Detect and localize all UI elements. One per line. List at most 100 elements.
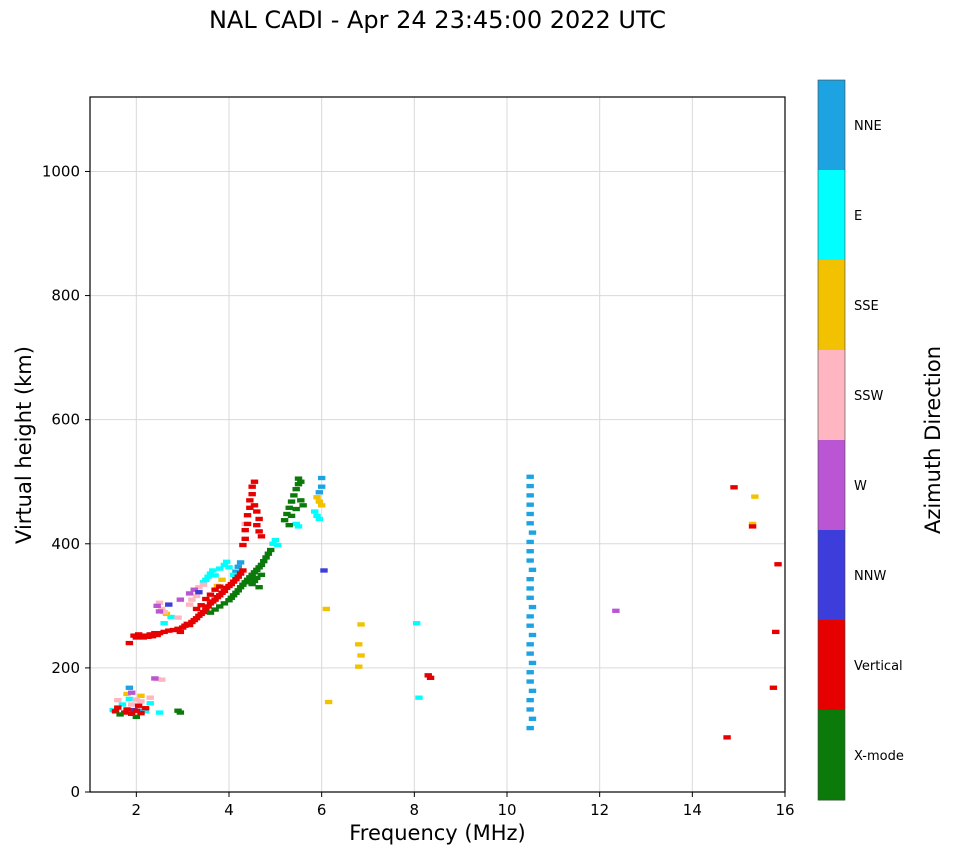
echo-point — [266, 547, 275, 553]
echo-point — [311, 509, 319, 514]
echo-point — [202, 607, 210, 612]
echo-point — [255, 585, 263, 590]
echo-point — [253, 567, 261, 573]
x-tick-label: 14 — [683, 801, 702, 819]
echo-point — [317, 475, 326, 481]
colorbar-segment-nne — [818, 80, 845, 171]
x-tick-label: 2 — [132, 801, 142, 819]
echo-point — [412, 621, 421, 626]
echo-point — [355, 642, 363, 647]
echo-point — [185, 591, 194, 596]
colorbar-segment-x-mode — [818, 710, 845, 801]
echo-point — [748, 521, 757, 527]
echo-point — [313, 495, 321, 500]
echo-point — [206, 610, 215, 615]
colorbar-label: SSW — [854, 389, 884, 404]
y-axis-ticks: 0 200 400 600 800 1000 — [42, 162, 90, 801]
echo-point — [160, 629, 168, 635]
echo-point — [199, 580, 208, 585]
echo-point — [192, 616, 201, 621]
echo-point — [185, 602, 194, 607]
echo-point — [236, 571, 245, 576]
echo-point — [114, 705, 122, 710]
echo-point — [315, 499, 324, 504]
echo-point — [144, 634, 152, 640]
colorbar-frame — [817, 79, 846, 801]
echo-point — [264, 551, 273, 556]
echo-point — [176, 629, 185, 635]
echo-point — [355, 664, 363, 669]
echo-point — [526, 642, 534, 647]
echo-point — [176, 597, 185, 602]
echo-point — [257, 572, 266, 577]
echo-point — [190, 587, 198, 592]
echo-point — [234, 588, 242, 593]
echo-point — [315, 490, 324, 495]
echo-point — [253, 575, 261, 581]
echo-point — [528, 530, 537, 535]
echo-point — [772, 629, 780, 635]
echo-point — [526, 558, 534, 563]
echo-point — [209, 568, 217, 573]
colorbar: NNE E SSE SSW W NNW Vertical X-mode — [817, 79, 904, 801]
echo-point — [250, 503, 259, 508]
echo-point — [132, 714, 141, 720]
echo-point — [526, 697, 534, 703]
echo-point — [236, 560, 245, 565]
echo-point — [188, 597, 196, 602]
echo-point — [528, 632, 537, 638]
echo-point — [218, 577, 226, 582]
echo-point — [127, 702, 136, 707]
echo-point — [280, 518, 289, 523]
echo-point — [192, 593, 201, 599]
echo-point — [239, 582, 247, 587]
echo-point — [151, 676, 159, 681]
echo-point — [246, 575, 254, 580]
echo-point — [248, 491, 256, 497]
echo-point — [526, 651, 534, 656]
echo-point — [299, 503, 307, 508]
plot-frame — [89, 96, 786, 793]
echo-point — [273, 542, 282, 548]
colorbar-segment-ssw — [818, 350, 845, 441]
echo-point — [526, 595, 534, 600]
x-tick-label: 8 — [410, 801, 420, 819]
echo-point — [241, 536, 249, 541]
echo-point — [253, 522, 261, 528]
colorbar-segment-nnw — [818, 530, 845, 621]
echo-point — [285, 522, 293, 528]
echo-point — [232, 590, 240, 595]
echo-point — [257, 562, 266, 568]
echo-point — [241, 527, 249, 533]
y-tick-label: 400 — [51, 535, 80, 553]
echo-point — [426, 675, 435, 680]
echo-point — [222, 559, 231, 564]
echo-point — [243, 577, 252, 582]
echo-point — [320, 568, 328, 573]
echo-point — [185, 622, 194, 628]
echo-point — [174, 615, 182, 620]
echo-point — [199, 609, 208, 615]
echo-point — [216, 584, 224, 589]
series-x-mode — [116, 476, 307, 720]
echo-point — [160, 609, 168, 615]
echo-point — [134, 703, 143, 708]
echo-point — [137, 711, 145, 716]
echo-point — [526, 549, 534, 554]
echo-point — [146, 701, 154, 706]
series-w — [127, 587, 620, 695]
echo-point — [111, 709, 120, 714]
echo-point — [357, 653, 365, 658]
x-axis-label: Frequency (MHz) — [349, 821, 526, 845]
echo-point — [528, 716, 537, 721]
echo-point — [118, 702, 127, 707]
y-tick-label: 800 — [51, 287, 80, 305]
echo-point — [526, 725, 534, 731]
echo-point — [211, 597, 219, 602]
colorbar-label: E — [854, 209, 862, 224]
echo-point — [148, 634, 157, 639]
echo-point — [526, 502, 534, 507]
echo-point — [287, 513, 296, 519]
